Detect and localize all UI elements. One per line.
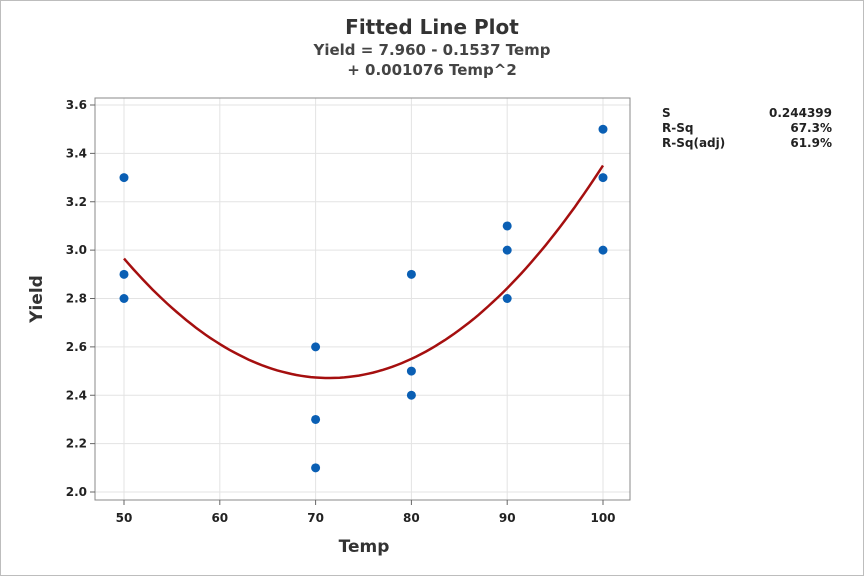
data-point bbox=[598, 173, 608, 183]
chart-subtitle-line-2: + 0.001076 Temp^2 bbox=[347, 61, 517, 79]
data-point bbox=[406, 269, 416, 279]
data-point bbox=[311, 342, 321, 352]
data-point bbox=[502, 294, 512, 303]
x-tick-label: 70 bbox=[307, 511, 324, 525]
y-tick-label: 3.4 bbox=[66, 146, 87, 160]
data-point bbox=[311, 414, 321, 424]
x-tick-label: 100 bbox=[590, 511, 615, 525]
stat-value: 0.244399 bbox=[769, 106, 832, 120]
y-axis-label: Yield bbox=[27, 275, 47, 324]
data-point bbox=[502, 245, 512, 255]
x-tick-label: 50 bbox=[116, 511, 133, 525]
stat-value: 61.9% bbox=[790, 136, 832, 150]
data-point bbox=[406, 366, 416, 376]
data-point bbox=[119, 269, 129, 279]
data-point bbox=[311, 463, 321, 473]
y-tick-label: 2.0 bbox=[66, 485, 87, 499]
y-tick-label: 2.2 bbox=[66, 437, 87, 451]
data-point bbox=[119, 294, 129, 303]
chart-subtitle-line-1: Yield = 7.960 - 0.1537 Temp bbox=[312, 41, 550, 59]
y-tick-label: 2.6 bbox=[66, 340, 87, 354]
y-tick-label: 2.4 bbox=[66, 388, 87, 402]
data-point bbox=[119, 173, 129, 183]
x-tick-label: 60 bbox=[211, 511, 228, 525]
x-tick-label: 90 bbox=[499, 511, 516, 525]
chart-title: Fitted Line Plot bbox=[345, 15, 519, 39]
y-tick-label: 2.8 bbox=[66, 292, 87, 306]
data-point bbox=[598, 245, 608, 255]
fitted-curve bbox=[123, 164, 605, 380]
x-axis-label: Temp bbox=[339, 537, 390, 557]
data-point bbox=[406, 390, 416, 400]
stat-label: R-Sq bbox=[662, 121, 693, 135]
y-tick-label: 3.0 bbox=[66, 243, 87, 257]
stat-value: 67.3% bbox=[790, 121, 832, 135]
stat-label: R-Sq(adj) bbox=[662, 136, 725, 150]
y-tick-label: 3.6 bbox=[66, 98, 87, 112]
y-tick-label: 3.2 bbox=[66, 195, 87, 209]
stat-label: S bbox=[662, 106, 671, 120]
data-point bbox=[598, 124, 608, 134]
x-tick-label: 80 bbox=[403, 511, 420, 525]
data-point bbox=[502, 221, 512, 231]
